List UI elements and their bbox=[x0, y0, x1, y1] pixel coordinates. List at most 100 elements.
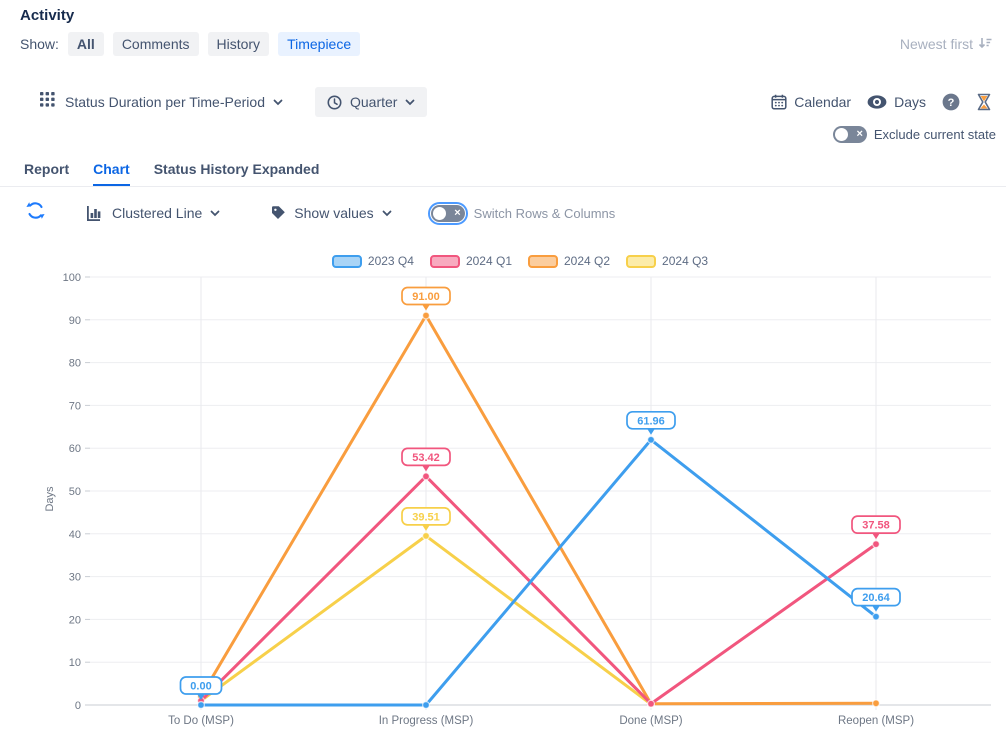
refresh-icon bbox=[26, 202, 45, 219]
report-type-selector[interactable]: Status Duration per Time-Period bbox=[65, 94, 283, 110]
sort-control[interactable]: Newest first bbox=[900, 36, 992, 53]
legend-item[interactable]: 2023 Q4 bbox=[331, 254, 414, 268]
y-tick-label: 90 bbox=[69, 315, 81, 327]
calendar-button[interactable]: Calendar bbox=[771, 94, 851, 110]
data-point[interactable] bbox=[422, 472, 431, 481]
legend-item[interactable]: 2024 Q2 bbox=[528, 254, 610, 268]
show-label: Show: bbox=[20, 36, 59, 52]
value-badge-label: 61.96 bbox=[637, 415, 665, 427]
data-point[interactable] bbox=[197, 701, 206, 710]
value-badge-label: 39.51 bbox=[412, 511, 440, 523]
legend-label: 2024 Q2 bbox=[564, 254, 611, 268]
show-values-label: Show values bbox=[294, 205, 374, 221]
value-badge bbox=[401, 286, 451, 306]
chevron-down-icon bbox=[382, 210, 392, 216]
value-badge bbox=[626, 410, 676, 430]
calendar-icon bbox=[771, 94, 787, 110]
chart-type-selector[interactable]: Clustered Line bbox=[87, 205, 220, 221]
page-title: Activity bbox=[20, 7, 75, 24]
data-point[interactable] bbox=[871, 540, 880, 549]
chevron-down-icon bbox=[210, 210, 220, 216]
sort-descending-icon bbox=[978, 36, 992, 53]
y-tick-label: 0 bbox=[75, 700, 81, 712]
tabs-divider bbox=[0, 186, 1006, 187]
y-tick-label: 10 bbox=[69, 657, 81, 669]
series-line[interactable] bbox=[199, 474, 878, 706]
value-badge-label: 53.42 bbox=[412, 452, 440, 464]
filter-all-button[interactable]: All bbox=[67, 32, 104, 56]
data-point[interactable] bbox=[646, 699, 655, 708]
y-tick-label: 20 bbox=[69, 614, 81, 626]
y-tick-label: 40 bbox=[69, 529, 81, 541]
timepiece-app-button[interactable] bbox=[976, 93, 992, 111]
tab-report[interactable]: Report bbox=[24, 161, 70, 177]
exclude-current-state-label: Exclude current state bbox=[873, 127, 996, 142]
show-values-selector[interactable]: Show values bbox=[270, 205, 392, 221]
line-chart: 0 10 20 30 40 50 60 70 80 90 100 To Do (MSP) In Prog… bbox=[44, 272, 991, 727]
data-point[interactable] bbox=[871, 612, 880, 621]
svg-text:?: ? bbox=[948, 97, 955, 109]
series-line[interactable] bbox=[199, 438, 878, 707]
y-tick-label: 80 bbox=[69, 358, 81, 370]
y-tick-label: 70 bbox=[69, 400, 81, 412]
chart-type-label: Clustered Line bbox=[112, 205, 203, 221]
y-tick-label: 50 bbox=[69, 486, 81, 498]
calendar-label: Calendar bbox=[794, 94, 852, 110]
clock-icon bbox=[327, 95, 342, 109]
switch-rows-columns-toggle[interactable]: × bbox=[430, 204, 465, 222]
filter-comments-button[interactable]: Comments bbox=[112, 32, 199, 56]
value-badge bbox=[851, 515, 901, 535]
y-tick-label: 100 bbox=[63, 272, 81, 284]
value-badge-label: 20.64 bbox=[862, 592, 890, 604]
toggle-knob bbox=[432, 206, 446, 220]
value-badge bbox=[851, 587, 901, 607]
x-tick-label: To Do (MSP) bbox=[168, 715, 234, 727]
data-point[interactable] bbox=[422, 701, 431, 710]
legend-label: 2024 Q3 bbox=[662, 254, 709, 268]
refresh-button[interactable] bbox=[26, 201, 45, 225]
data-point[interactable] bbox=[646, 435, 655, 444]
report-type-label: Status Duration per Time-Period bbox=[65, 94, 265, 110]
x-tick-label: Reopen (MSP) bbox=[838, 715, 914, 727]
tab-chart[interactable]: Chart bbox=[93, 161, 130, 186]
chart-area: 2023 Q4 2024 Q1 2024 Q2 2024 Q3 0 10 20 30 40 50… bbox=[40, 251, 1000, 746]
tag-icon bbox=[272, 206, 286, 219]
chevron-down-icon bbox=[273, 99, 283, 105]
chart-legend: 2023 Q4 2024 Q1 2024 Q2 2024 Q3 bbox=[40, 251, 1000, 271]
filter-timepiece-button[interactable]: Timepiece bbox=[278, 32, 361, 56]
help-button[interactable]: ? bbox=[942, 93, 960, 111]
legend-swatch bbox=[331, 254, 362, 268]
tab-status-history-expanded[interactable]: Status History Expanded bbox=[153, 161, 320, 177]
value-badge-label: 0.00 bbox=[190, 681, 211, 693]
data-point[interactable] bbox=[871, 699, 880, 708]
legend-label: 2023 Q4 bbox=[367, 254, 414, 268]
eye-icon bbox=[867, 95, 887, 109]
legend-swatch bbox=[528, 254, 558, 268]
legend-item[interactable]: 2024 Q3 bbox=[626, 254, 708, 268]
exclude-current-state-toggle[interactable]: × bbox=[832, 126, 867, 143]
toggle-off-icon: × bbox=[856, 128, 863, 140]
period-selector[interactable]: Quarter bbox=[314, 87, 428, 117]
unit-label: Days bbox=[894, 94, 926, 110]
chevron-down-icon bbox=[406, 99, 415, 105]
sort-label: Newest first bbox=[899, 36, 973, 52]
data-point[interactable] bbox=[422, 531, 431, 540]
value-badge-label: 91.00 bbox=[412, 291, 440, 303]
switch-rows-columns-label: Switch Rows & Columns bbox=[473, 205, 616, 221]
x-tick-label: Done (MSP) bbox=[619, 715, 682, 727]
y-tick-label: 60 bbox=[69, 443, 81, 455]
period-label: Quarter bbox=[349, 94, 398, 110]
data-point[interactable] bbox=[422, 311, 431, 320]
legend-item[interactable]: 2024 Q1 bbox=[429, 254, 512, 268]
y-axis-title: Days bbox=[44, 486, 56, 512]
legend-label: 2024 Q1 bbox=[465, 254, 512, 268]
filter-history-button[interactable]: History bbox=[207, 32, 270, 56]
y-tick-label: 30 bbox=[69, 572, 81, 584]
grid-icon bbox=[40, 92, 55, 112]
toggle-off-icon: × bbox=[454, 206, 461, 219]
x-tick-label: In Progress (MSP) bbox=[379, 715, 474, 727]
series-line[interactable] bbox=[199, 314, 878, 706]
value-badge-label: 37.58 bbox=[862, 520, 890, 532]
unit-selector[interactable]: Days bbox=[867, 94, 926, 110]
